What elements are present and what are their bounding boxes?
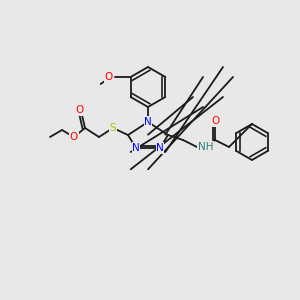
Text: N: N <box>156 143 164 153</box>
Text: N: N <box>144 117 152 127</box>
Text: O: O <box>76 105 84 115</box>
Text: N: N <box>132 143 140 153</box>
Text: O: O <box>70 132 78 142</box>
Text: O: O <box>211 116 219 126</box>
Text: NH: NH <box>198 142 214 152</box>
Text: S: S <box>110 123 116 133</box>
Text: O: O <box>104 72 113 82</box>
